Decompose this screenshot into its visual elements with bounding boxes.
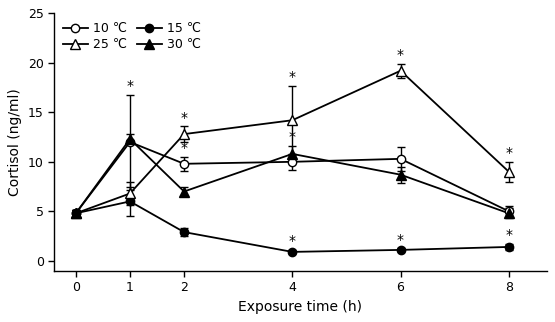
Text: *: * [505, 228, 512, 242]
Text: *: * [180, 141, 188, 155]
Text: *: * [127, 79, 133, 92]
X-axis label: Exposure time (h): Exposure time (h) [239, 300, 362, 314]
Text: *: * [289, 70, 296, 84]
Text: *: * [289, 130, 296, 144]
Y-axis label: Cortisol (ng/ml): Cortisol (ng/ml) [8, 88, 22, 196]
Text: *: * [180, 111, 188, 125]
Legend: 10 ℃, 25 ℃, 15 ℃, 30 ℃: 10 ℃, 25 ℃, 15 ℃, 30 ℃ [60, 20, 203, 54]
Text: *: * [289, 234, 296, 248]
Text: *: * [505, 146, 512, 160]
Text: *: * [397, 48, 404, 62]
Text: *: * [397, 233, 404, 247]
